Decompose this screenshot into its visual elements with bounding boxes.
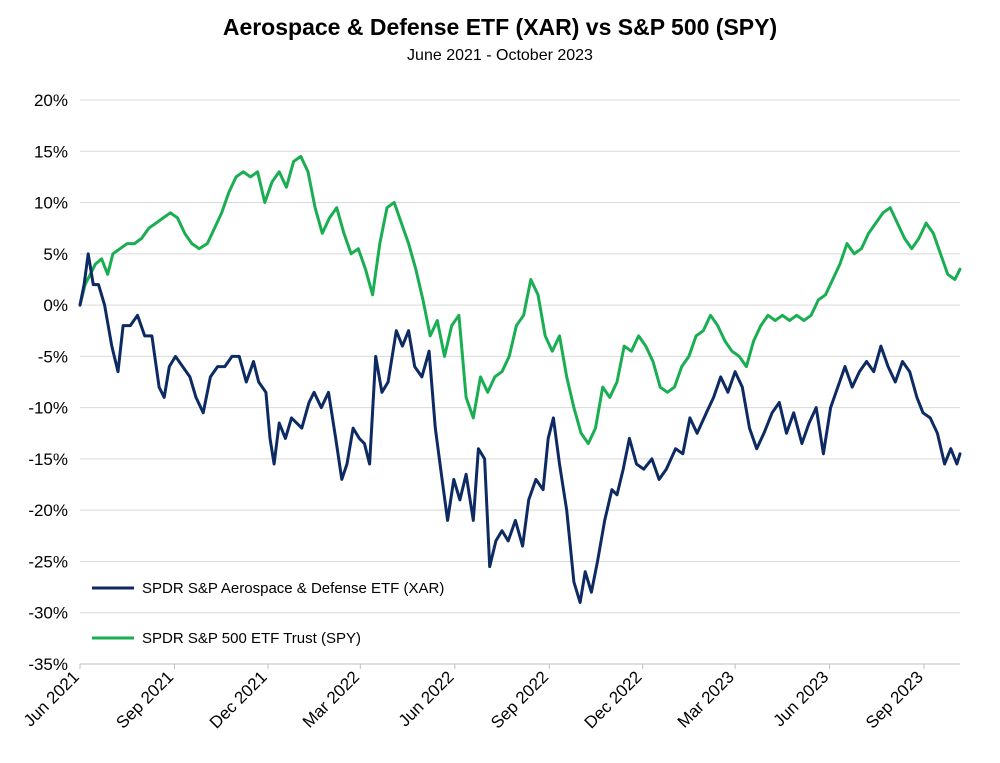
x-tick-label: Mar 2022 bbox=[299, 667, 363, 731]
y-tick-label: -35% bbox=[28, 655, 68, 674]
y-tick-label: 20% bbox=[34, 91, 68, 110]
x-tick-label: Jun 2023 bbox=[770, 667, 833, 730]
x-tick-label: Sep 2023 bbox=[862, 667, 927, 732]
series-line-spy bbox=[78, 154, 962, 445]
x-tick-label: Jun 2022 bbox=[395, 667, 458, 730]
y-tick-label: 0% bbox=[43, 296, 68, 315]
legend-label-xar: SPDR S&P Aerospace & Defense ETF (XAR) bbox=[142, 580, 444, 597]
chart-title: Aerospace & Defense ETF (XAR) vs S&P 500… bbox=[222, 14, 778, 40]
legend-label-spy: SPDR S&P 500 ETF Trust (SPY) bbox=[142, 630, 361, 647]
y-tick-label: -5% bbox=[38, 347, 68, 366]
y-tick-label: -25% bbox=[28, 552, 68, 571]
y-tick-label: 15% bbox=[34, 142, 68, 161]
y-tick-label: -15% bbox=[28, 450, 68, 469]
y-tick-label: -20% bbox=[28, 501, 68, 520]
x-tick-label: Dec 2021 bbox=[206, 667, 271, 732]
y-tick-label: 5% bbox=[43, 245, 68, 264]
x-tick-label: Jun 2021 bbox=[20, 667, 83, 730]
x-tick-label: Sep 2022 bbox=[487, 667, 552, 732]
x-tick-label: Mar 2023 bbox=[674, 667, 738, 731]
y-tick-label: 10% bbox=[34, 194, 68, 213]
series-line-xar bbox=[78, 252, 962, 604]
x-tick-label: Dec 2022 bbox=[581, 667, 646, 732]
y-tick-label: -10% bbox=[28, 399, 68, 418]
y-tick-label: -30% bbox=[28, 604, 68, 623]
chart-subtitle: June 2021 - October 2023 bbox=[407, 47, 593, 64]
x-tick-label: Sep 2021 bbox=[112, 667, 177, 732]
